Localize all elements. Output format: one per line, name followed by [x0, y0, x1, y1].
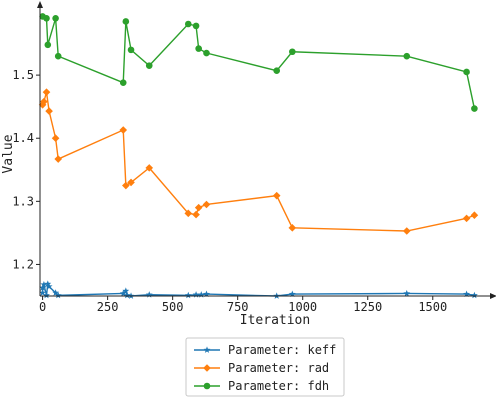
data-point-fdh: [471, 105, 478, 112]
data-point-fdh: [463, 68, 470, 76]
data-point-rad: [288, 224, 297, 232]
data-point-keff: [54, 291, 62, 299]
legend-marker-rad: [203, 364, 211, 372]
data-point-fdh: [195, 45, 202, 52]
data-point-rad: [45, 107, 53, 115]
series-line-rad: [41, 91, 475, 232]
data-point-keff: [197, 291, 205, 298]
data-point-fdh: [403, 52, 411, 60]
legend-label-fdh: Parameter: fdh: [228, 379, 329, 393]
data-point-keff: [43, 291, 50, 299]
axes: [37, 1, 496, 299]
data-point-fdh: [52, 15, 59, 22]
data-point-rad: [42, 88, 51, 96]
legend-box: [185, 337, 345, 397]
legend-marker-fdh: [203, 382, 211, 390]
data-point-fdh: [119, 79, 127, 86]
data-point-rad: [119, 126, 128, 134]
series-fdh: [39, 13, 478, 112]
y-axis-label: Value: [1, 134, 16, 173]
data-point-keff: [288, 290, 296, 298]
x-tick-label: 0: [39, 300, 46, 314]
x-tick-label: 1500: [418, 300, 447, 314]
data-point-keff: [403, 289, 411, 297]
data-point-rad: [194, 203, 203, 212]
data-point-rad: [192, 210, 200, 219]
y-tick-label: 1.3: [12, 194, 34, 208]
data-point-rad: [40, 97, 48, 106]
legend-entry-keff: Parameter: keff: [194, 343, 336, 357]
data-point-fdh: [184, 20, 192, 28]
data-point-rad: [54, 155, 63, 163]
data-point-rad: [122, 181, 130, 190]
x-tick-label: 750: [227, 300, 249, 314]
legend-entry-rad: Parameter: rad: [194, 361, 329, 375]
data-point-keff: [45, 282, 53, 290]
data-point-keff: [39, 289, 47, 296]
data-point-fdh: [122, 18, 130, 25]
plot-area: [38, 13, 479, 299]
data-point-keff: [40, 281, 48, 288]
series-line-keff: [41, 281, 475, 297]
legend-label-keff: Parameter: keff: [228, 343, 336, 357]
data-point-keff: [39, 284, 47, 291]
y-tick-label: 1.4: [12, 131, 34, 145]
data-point-fdh: [203, 49, 210, 57]
x-axis-arrow: [490, 293, 496, 299]
data-point-keff: [123, 291, 131, 299]
data-point-rad: [127, 178, 135, 187]
data-point-fdh: [289, 48, 296, 56]
data-point-fdh: [43, 15, 50, 22]
data-point-keff: [203, 290, 210, 298]
ticks: 0 250 500 750 1000 1250 1500 1.2 1.3 1.4 1.5: [12, 68, 447, 314]
data-point-keff: [44, 280, 52, 287]
data-point-fdh: [145, 62, 153, 69]
x-tick-label: 250: [97, 300, 119, 314]
data-point-rad: [462, 214, 471, 223]
data-point-fdh: [273, 67, 281, 74]
data-point-fdh: [44, 41, 52, 49]
data-point-keff: [470, 291, 478, 299]
y-axis-arrow: [37, 1, 43, 8]
x-tick-label: 1250: [353, 300, 382, 314]
data-point-keff: [192, 291, 200, 298]
data-point-fdh: [54, 52, 62, 60]
data-point-rad: [145, 164, 154, 172]
data-point-rad: [272, 191, 281, 200]
legend-marker-keff: [203, 346, 211, 353]
data-point-keff: [184, 291, 192, 299]
data-point-keff: [52, 289, 60, 296]
data-point-fdh: [192, 22, 200, 30]
series-line-fdh: [42, 15, 476, 109]
x-tick-label: 500: [162, 300, 184, 314]
data-point-fdh: [127, 46, 135, 54]
y-tick-label: 1.2: [12, 257, 34, 271]
data-point-rad: [184, 209, 193, 218]
data-point-rad: [470, 211, 479, 220]
x-tick-label: 1000: [288, 300, 317, 314]
data-point-rad: [202, 200, 211, 209]
legend-entry-fdh: Parameter: fdh: [194, 379, 329, 393]
y-tick-label: 1.5: [12, 68, 34, 82]
data-point-rad: [51, 134, 60, 143]
legend-label-rad: Parameter: rad: [228, 361, 329, 375]
x-axis-label: Iteration: [240, 313, 310, 328]
data-point-keff: [119, 289, 127, 297]
data-point-keff: [122, 287, 130, 294]
data-point-keff: [145, 291, 153, 298]
data-point-keff: [463, 290, 471, 298]
legend: Parameter: keff Parameter: rad Parameter…: [185, 337, 345, 397]
data-point-rad: [402, 227, 411, 235]
series-rad: [38, 88, 479, 235]
